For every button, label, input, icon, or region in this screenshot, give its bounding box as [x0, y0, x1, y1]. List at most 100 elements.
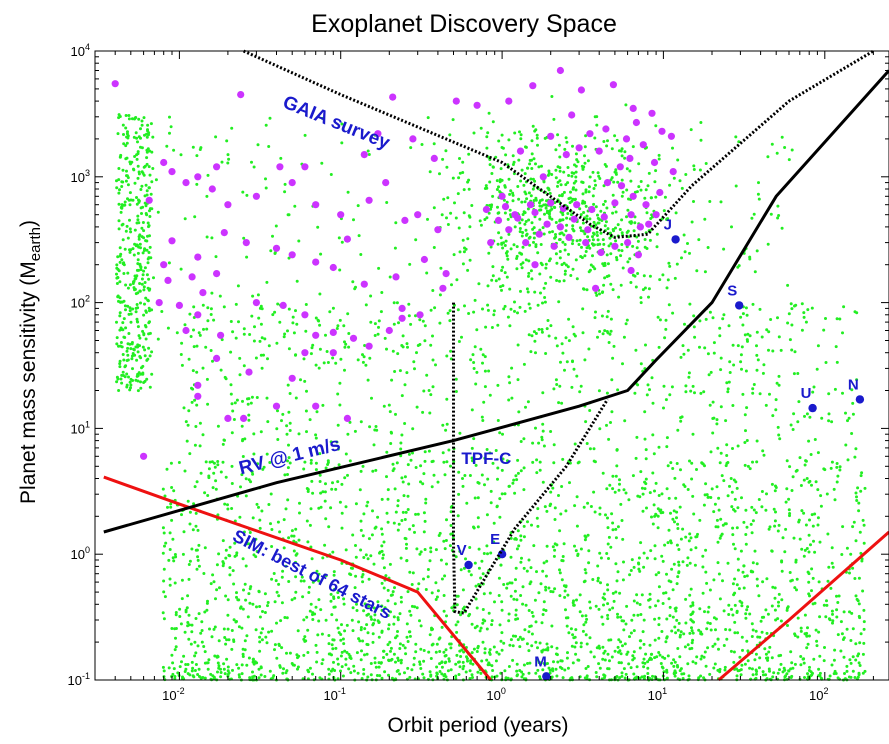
- simulated-planet-point: [498, 623, 502, 627]
- simulated-planet-point: [773, 596, 777, 600]
- simulated-planet-point: [612, 344, 616, 348]
- known-exoplanet-point: [343, 235, 351, 243]
- simulated-planet-point: [223, 672, 227, 676]
- simulated-planet-point: [564, 509, 568, 513]
- simulated-planet-point: [318, 480, 322, 483]
- simulated-planet-point: [667, 303, 671, 307]
- simulated-planet-point: [835, 465, 839, 469]
- simulated-planet-point: [536, 303, 540, 307]
- known-exoplanet-point: [487, 239, 495, 247]
- simulated-planet-point: [465, 655, 468, 659]
- simulated-planet-point: [777, 433, 781, 437]
- simulated-planet-point: [811, 390, 815, 394]
- simulated-planet-point: [723, 668, 727, 672]
- simulated-planet-point: [236, 284, 240, 288]
- simulated-planet-point: [216, 463, 220, 467]
- simulated-planet-point: [474, 597, 478, 601]
- simulated-planet-point: [162, 617, 166, 621]
- simulated-planet-point: [531, 460, 535, 464]
- simulated-planet-point: [512, 478, 516, 482]
- simulated-planet-point: [768, 392, 771, 396]
- simulated-planet-point: [727, 613, 731, 616]
- simulated-planet-point: [205, 327, 209, 331]
- simulated-planet-point: [688, 561, 692, 565]
- simulated-planet-point: [858, 641, 862, 645]
- simulated-planet-point: [731, 582, 735, 586]
- simulated-planet-point: [334, 487, 338, 491]
- simulated-planet-point: [827, 565, 831, 569]
- known-exoplanet-point: [398, 314, 406, 322]
- simulated-planet-point: [424, 588, 428, 591]
- simulated-planet-point: [125, 224, 129, 228]
- simulated-planet-point: [182, 530, 186, 534]
- simulated-planet-point: [278, 530, 282, 534]
- simulated-planet-point: [648, 656, 652, 660]
- simulated-planet-point: [138, 336, 142, 340]
- simulated-planet-point: [596, 171, 600, 175]
- simulated-planet-point: [387, 623, 391, 627]
- simulated-planet-point: [397, 659, 400, 662]
- simulated-planet-point: [327, 672, 331, 676]
- simulated-planet-point: [479, 126, 483, 130]
- simulated-planet-point: [740, 604, 744, 608]
- simulated-planet-point: [684, 173, 688, 176]
- simulated-planet-point: [704, 570, 708, 574]
- simulated-planet-point: [656, 315, 660, 319]
- simulated-planet-point: [393, 246, 397, 250]
- simulated-planet-point: [232, 640, 236, 643]
- simulated-planet-point: [371, 623, 375, 627]
- simulated-planet-point: [141, 221, 145, 224]
- simulated-planet-point: [487, 251, 491, 255]
- simulated-planet-point: [622, 488, 626, 492]
- simulated-planet-point: [828, 674, 832, 678]
- simulated-planet-point: [230, 647, 234, 651]
- simulated-planet-point: [320, 632, 324, 636]
- simulated-planet-point: [522, 488, 526, 492]
- simulated-planet-point: [348, 459, 352, 463]
- simulated-planet-point: [637, 185, 641, 189]
- simulated-planet-point: [406, 508, 410, 511]
- simulated-planet-point: [419, 667, 423, 670]
- simulated-planet-point: [615, 464, 619, 468]
- simulated-planet-point: [134, 306, 138, 310]
- simulated-planet-point: [549, 490, 553, 494]
- simulated-planet-point: [140, 119, 144, 123]
- simulated-planet-point: [303, 133, 307, 137]
- simulated-planet-point: [369, 673, 373, 677]
- simulated-planet-point: [450, 283, 453, 287]
- simulated-planet-point: [719, 356, 723, 360]
- simulated-planet-point: [490, 278, 494, 282]
- simulated-planet-point: [136, 350, 140, 354]
- simulated-planet-point: [303, 635, 307, 639]
- simulated-planet-point: [124, 364, 128, 368]
- simulated-planet-point: [145, 248, 149, 252]
- simulated-planet-point: [139, 265, 143, 269]
- simulated-planet-point: [323, 499, 327, 503]
- simulated-planet-point: [619, 254, 623, 258]
- simulated-planet-point: [481, 361, 484, 365]
- simulated-planet-point: [271, 234, 274, 238]
- simulated-planet-point: [557, 300, 561, 304]
- simulated-planet-point: [850, 432, 854, 435]
- known-exoplanet-point: [398, 304, 406, 312]
- simulated-planet-point: [472, 367, 476, 370]
- simulated-planet-point: [722, 313, 726, 317]
- simulated-planet-point: [566, 166, 570, 169]
- simulated-planet-point: [169, 461, 173, 465]
- simulated-planet-point: [545, 642, 549, 646]
- simulated-planet-point: [182, 654, 186, 658]
- simulated-planet-point: [637, 562, 641, 566]
- simulated-planet-point: [694, 661, 698, 665]
- simulated-planet-point: [463, 474, 467, 477]
- simulated-planet-point: [574, 258, 578, 262]
- simulated-planet-point: [126, 304, 130, 308]
- simulated-planet-point: [825, 603, 829, 607]
- simulated-planet-point: [524, 233, 528, 237]
- simulated-planet-point: [635, 665, 639, 669]
- simulated-planet-point: [581, 331, 585, 335]
- simulated-planet-point: [554, 336, 558, 340]
- simulated-planet-point: [596, 579, 600, 583]
- simulated-planet-point: [561, 457, 565, 461]
- solar-system-planet-label: N: [848, 376, 859, 393]
- simulated-planet-point: [163, 595, 167, 599]
